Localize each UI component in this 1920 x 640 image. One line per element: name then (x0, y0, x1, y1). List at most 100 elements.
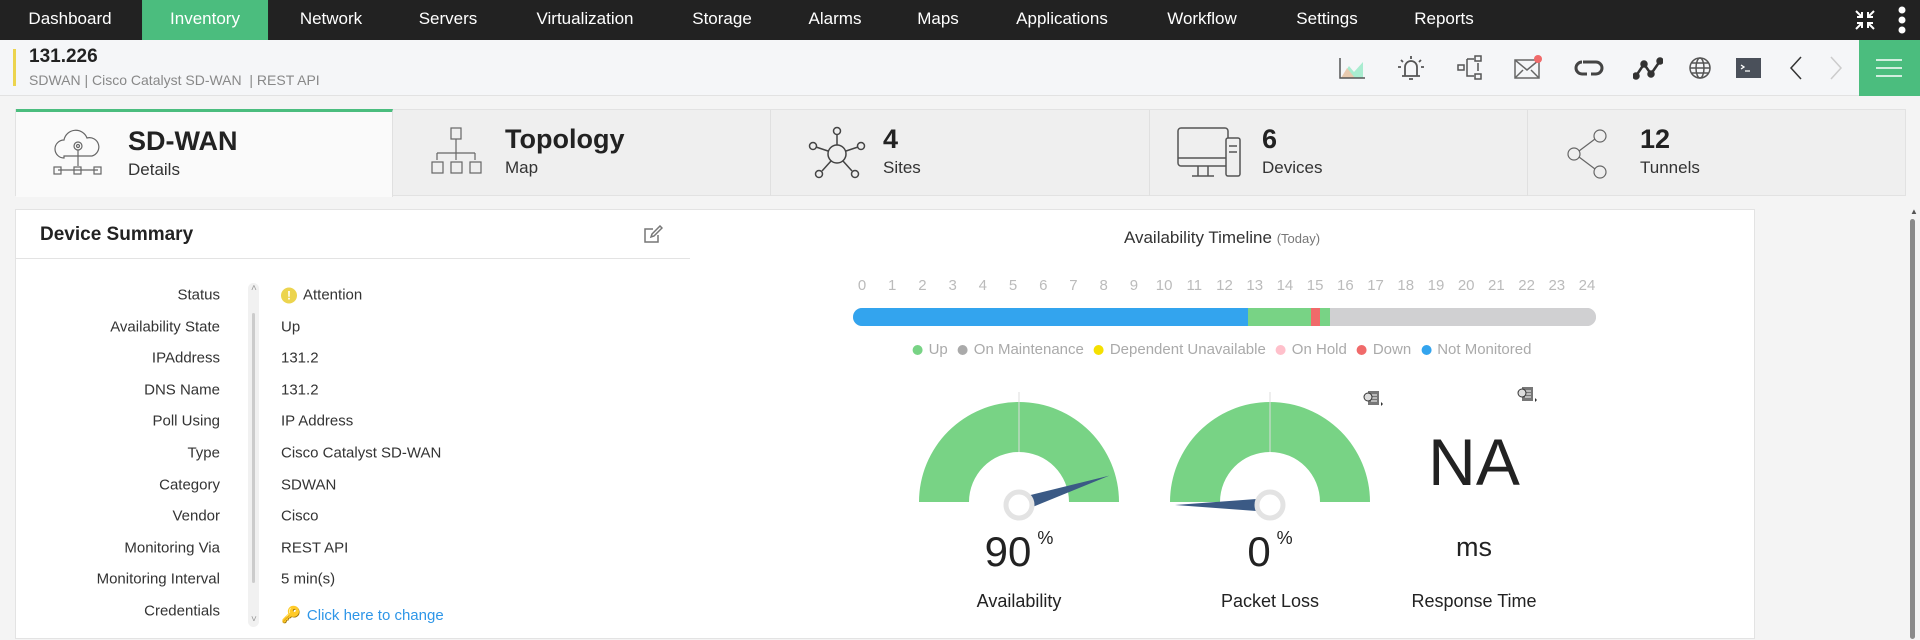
nav-reports[interactable]: Reports (1414, 9, 1474, 28)
nav-inventory[interactable]: Inventory (142, 0, 268, 40)
key-icon: 🔑 (281, 607, 301, 624)
timeline-segment[interactable] (1329, 308, 1596, 326)
row-label: IPAddress (151, 349, 220, 367)
report-icon[interactable] (1516, 386, 1538, 404)
alarm-bell-icon[interactable] (1396, 54, 1426, 82)
legend-item: On Maintenance (957, 341, 1084, 358)
row-value: 131.2 (281, 381, 319, 399)
next-icon[interactable] (1820, 54, 1850, 82)
response-time-value: NA (1428, 425, 1520, 499)
row-value: Up (281, 318, 301, 336)
edit-icon[interactable] (643, 225, 663, 245)
row-value: 131.2 (281, 349, 319, 367)
summary-scrollbar[interactable]: ˄ ˅ (248, 283, 259, 627)
availability-timeline-bar[interactable] (853, 308, 1596, 326)
scroll-up-icon[interactable]: ˄ (251, 283, 257, 294)
nav-alarms[interactable]: Alarms (808, 9, 862, 28)
nav-applications[interactable]: Applications (1016, 9, 1108, 28)
workflow-icon[interactable] (1455, 54, 1485, 82)
timeline-tick: 12 (1216, 277, 1233, 294)
tab-subtitle: Sites (883, 158, 921, 177)
timeline-tick: 22 (1518, 277, 1535, 294)
nav-storage[interactable]: Storage (692, 9, 752, 28)
nav-workflow[interactable]: Workflow (1167, 9, 1237, 28)
row-label: Monitoring Via (124, 539, 220, 557)
nav-servers[interactable]: Servers (418, 9, 478, 28)
gauge-label: Packet Loss (1220, 591, 1320, 611)
legend-label: On Hold (1291, 341, 1347, 358)
gauge-label: Availability (976, 591, 1062, 611)
gauge-value: 0% (1247, 528, 1292, 576)
timeline-tick: 8 (1099, 277, 1108, 294)
tab-sdwan-details[interactable]: SD-WAN Details (16, 109, 393, 197)
graph-icon[interactable] (1338, 54, 1368, 82)
device-subtitle: SDWAN | Cisco Catalyst SD-WAN | REST API (29, 72, 320, 88)
cloud-network-icon (53, 129, 102, 175)
timeline-tick: 2 (918, 277, 927, 294)
divider (16, 258, 690, 259)
gauge-number: 90 (984, 528, 1032, 575)
response-time-unit: ms (1456, 532, 1492, 562)
nav-network[interactable]: Network (299, 9, 363, 28)
row-label: Poll Using (152, 412, 220, 430)
tab-sites[interactable]: 4 Sites (771, 110, 1150, 196)
timeline-tick: 4 (978, 277, 987, 294)
previous-icon[interactable] (1782, 54, 1812, 82)
row-value: ! Attention (281, 287, 362, 304)
legend-dot (1093, 344, 1104, 355)
tab-subtitle: Map (505, 158, 539, 177)
more-options-icon[interactable] (1896, 4, 1908, 36)
terminal-icon[interactable] (1734, 54, 1764, 82)
legend-item: Up (912, 341, 948, 358)
change-credentials-link[interactable]: Click here to change (306, 607, 444, 624)
mail-icon[interactable] (1513, 54, 1543, 82)
nav-settings[interactable]: Settings (1296, 9, 1358, 28)
timeline-tick: 16 (1336, 277, 1354, 294)
row-value[interactable]: 🔑 Click here to change (281, 605, 444, 625)
device-title: 131.226 (29, 46, 98, 67)
gauge-pivot (1254, 489, 1286, 521)
tab-devices[interactable]: 6 Devices (1150, 110, 1528, 196)
tab-topology-map[interactable]: Topology Map (393, 110, 771, 196)
timeline-tick: 13 (1246, 277, 1264, 294)
timeline-tick: 10 (1155, 277, 1173, 294)
device-summary-title: Device Summary (40, 224, 194, 245)
row-value: IP Address (281, 412, 354, 430)
scroll-down-icon[interactable]: ˅ (251, 614, 257, 625)
timeline-segment[interactable] (1247, 308, 1312, 326)
legend-label: On Maintenance (973, 341, 1084, 358)
scroll-up-icon[interactable]: ▲ (1910, 207, 1918, 216)
timeline-tick: 15 (1306, 277, 1324, 294)
scrollbar-thumb[interactable] (1910, 219, 1915, 639)
network-path-icon[interactable] (1633, 54, 1663, 82)
nav-virtualization[interactable]: Virtualization (536, 9, 634, 28)
nav-maps[interactable]: Maps (917, 9, 959, 28)
topology-icon (431, 127, 482, 174)
timeline-tick: 3 (948, 277, 957, 294)
legend-label: Down (1372, 341, 1412, 358)
legend-label: Dependent Unavailable (1109, 341, 1266, 358)
report-icon[interactable] (1362, 390, 1384, 408)
globe-icon[interactable] (1685, 54, 1715, 82)
timeline-segment[interactable] (1311, 308, 1320, 326)
scrollbar-thumb[interactable] (252, 313, 255, 583)
row-label: Credentials (144, 602, 220, 620)
gauge-pivot (1003, 489, 1035, 521)
tab-title: SD-WAN (128, 126, 238, 156)
gauge-number: 0 (1247, 528, 1271, 575)
timeline-tick: 17 (1367, 277, 1384, 294)
tab-tunnels[interactable]: 12 Tunnels (1528, 110, 1906, 196)
timeline-segment[interactable] (853, 308, 1248, 326)
gauge-needle (1016, 475, 1110, 512)
collapse-icon[interactable] (1853, 8, 1877, 32)
page-scrollbar[interactable]: ▲ (1907, 205, 1918, 639)
sync-icon[interactable] (1574, 54, 1604, 82)
nav-dashboard[interactable]: Dashboard (28, 9, 112, 28)
sites-count: 4 (883, 124, 899, 154)
timeline-segment[interactable] (1319, 308, 1330, 326)
legend-label: Not Monitored (1437, 341, 1532, 358)
timeline-tick: 11 (1186, 277, 1203, 294)
top-navigation: Dashboard Inventory Network Servers Virt… (0, 0, 1920, 40)
menu-button[interactable] (1859, 40, 1920, 96)
row-label: DNS Name (144, 381, 220, 399)
